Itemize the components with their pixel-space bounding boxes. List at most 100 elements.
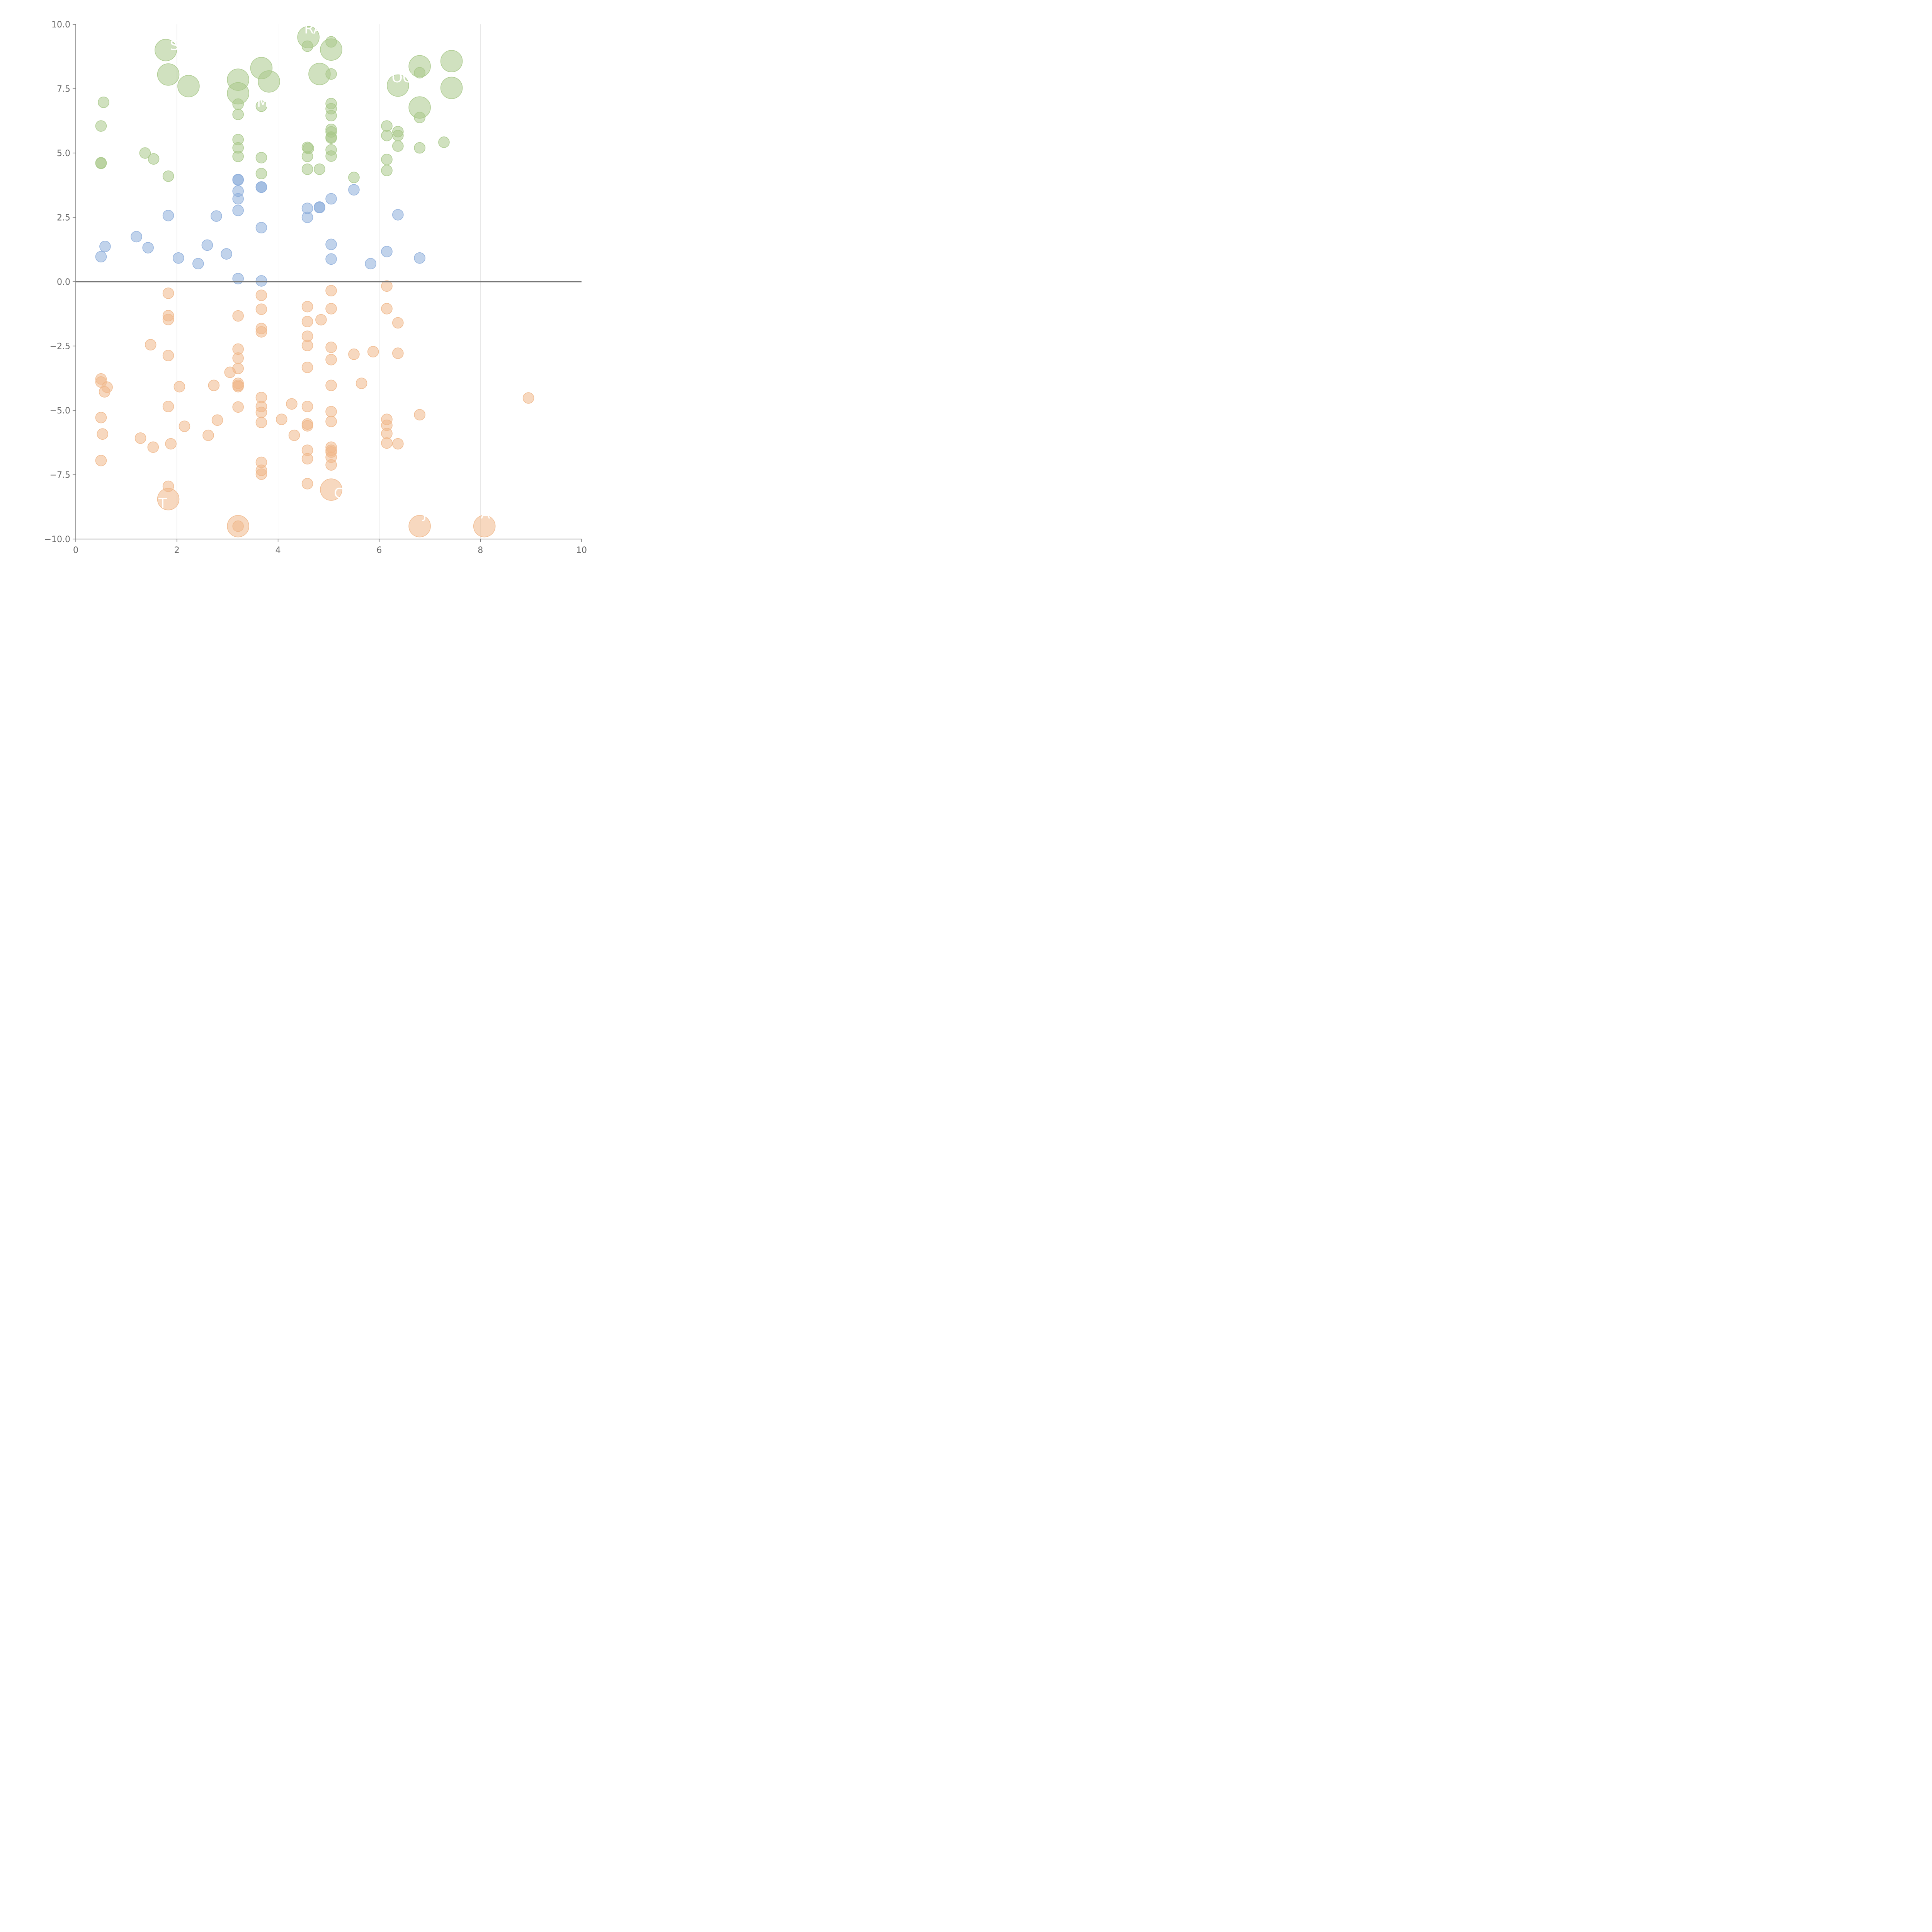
- data-point: [314, 163, 325, 175]
- data-point: [348, 349, 360, 360]
- data-point: [325, 238, 337, 250]
- data-point: [315, 314, 327, 326]
- data-point: [301, 340, 313, 351]
- data-point: [95, 157, 107, 169]
- bubble-label: J: [422, 506, 427, 522]
- data-point: [148, 153, 160, 165]
- data-point: [325, 68, 337, 80]
- data-point: [381, 129, 393, 141]
- y-tick-label: 2.5: [57, 213, 70, 223]
- data-point: [301, 478, 313, 490]
- data-point: [208, 379, 220, 391]
- data-point: [387, 74, 409, 97]
- data-point: [367, 346, 379, 357]
- data-point: [414, 252, 425, 264]
- data-point: [255, 406, 267, 418]
- data-point: [325, 354, 337, 366]
- y-tick-label: −2.5: [50, 342, 70, 352]
- data-point: [95, 120, 107, 132]
- bubble-label: S: [170, 38, 179, 54]
- bubble-label: S: [228, 503, 237, 519]
- data-point: [232, 193, 244, 205]
- data-point: [95, 251, 107, 263]
- data-point: [392, 347, 404, 359]
- data-point: [301, 301, 313, 313]
- data-point: [392, 140, 404, 152]
- bubble-label: T: [158, 496, 167, 512]
- data-point: [408, 515, 431, 537]
- data-point: [438, 136, 450, 148]
- data-point: [255, 275, 267, 287]
- bubble-label: RA: [304, 21, 323, 37]
- data-point: [381, 428, 393, 439]
- data-point: [314, 202, 325, 213]
- data-point: [325, 193, 337, 205]
- data-point: [162, 401, 174, 412]
- data-point: [162, 210, 174, 221]
- data-point: [301, 40, 313, 52]
- bubble-chart: S RA OC M T C S J A 0 2 4 6 8 10 10.0 7.5 5.0 2.5 0.0 −2.5 −…: [44, 20, 587, 555]
- x-tick-label: 4: [276, 546, 281, 555]
- data-point: [325, 36, 337, 48]
- data-point: [232, 310, 244, 322]
- data-point: [232, 150, 244, 162]
- data-point: [232, 401, 244, 413]
- data-point: [325, 285, 337, 297]
- data-point: [288, 429, 300, 441]
- data-point: [381, 280, 393, 292]
- data-point: [99, 386, 111, 398]
- data-point: [255, 417, 267, 429]
- data-point: [286, 398, 298, 410]
- data-point: [165, 438, 177, 450]
- data-point: [177, 75, 200, 97]
- data-point: [157, 63, 180, 86]
- data-point: [139, 147, 151, 159]
- data-point: [131, 231, 142, 243]
- data-point: [301, 401, 313, 412]
- data-point: [325, 415, 337, 427]
- axes: 0 2 4 6 8 10 10.0 7.5 5.0 2.5 0.0 −2.5 −5.0 −7.5 −10.0: [44, 20, 587, 555]
- x-tick-label: 10: [576, 546, 587, 555]
- data-point: [147, 441, 159, 453]
- bubble-label: A: [481, 506, 490, 522]
- data-point: [392, 129, 404, 141]
- data-point: [173, 381, 185, 393]
- data-point: [255, 303, 267, 315]
- data-point: [255, 326, 267, 338]
- data-point: [255, 100, 267, 112]
- data-point: [301, 211, 313, 223]
- data-point: [211, 414, 223, 426]
- data-point: [232, 273, 244, 284]
- data-point: [414, 67, 425, 78]
- x-tick-label: 0: [73, 546, 78, 555]
- data-point: [232, 520, 244, 532]
- data-point: [255, 152, 267, 163]
- bubble-label: M: [257, 94, 269, 110]
- data-point: [95, 455, 107, 466]
- data-point: [414, 112, 425, 123]
- data-point: [201, 239, 213, 251]
- data-point: [172, 252, 184, 264]
- data-point: [414, 142, 425, 154]
- data-point: [98, 97, 109, 108]
- data-point: [381, 120, 393, 132]
- data-point: [325, 303, 337, 315]
- data-point: [255, 181, 267, 193]
- data-point: [522, 392, 534, 404]
- data-point: [232, 381, 244, 393]
- y-tick-label: −5.0: [50, 406, 70, 416]
- y-tick-label: 7.5: [57, 85, 70, 94]
- data-point: [381, 246, 393, 257]
- data-point: [381, 153, 393, 165]
- data-point: [232, 98, 244, 110]
- bubbles: [95, 26, 534, 537]
- data-point: [97, 428, 109, 440]
- y-tick-label: 0.0: [57, 277, 70, 287]
- bubble-label: OC: [392, 70, 412, 86]
- data-point: [392, 209, 404, 221]
- x-tick-label: 8: [478, 546, 483, 555]
- data-point: [145, 339, 156, 350]
- y-tick-label: 10.0: [51, 20, 70, 30]
- data-point: [320, 478, 342, 501]
- data-point: [348, 184, 360, 196]
